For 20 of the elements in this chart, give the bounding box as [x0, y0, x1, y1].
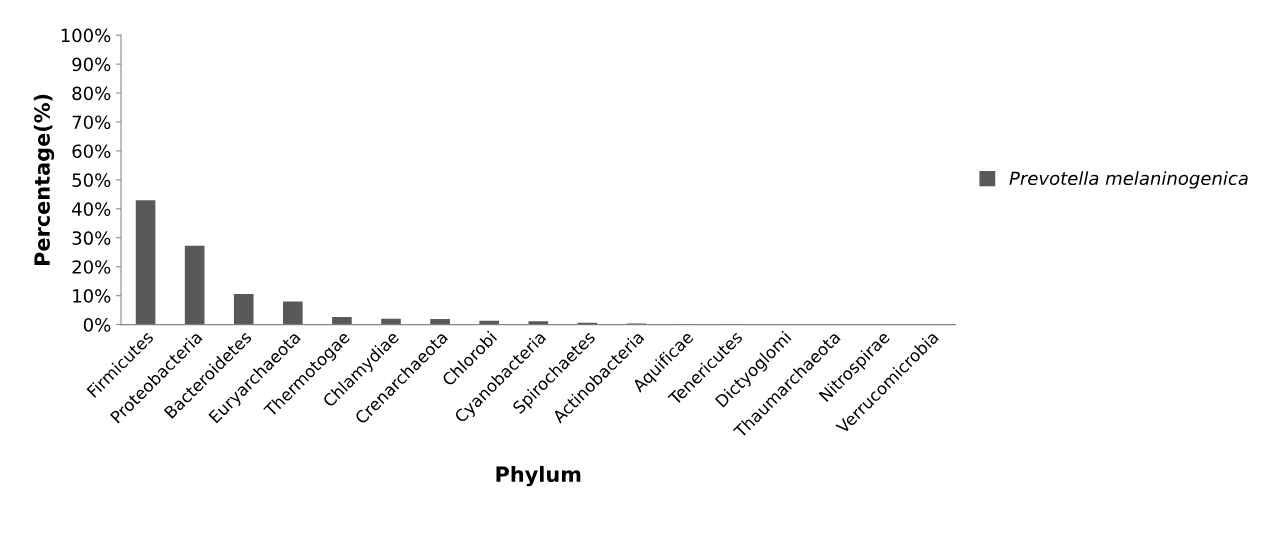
- bar: [135, 200, 156, 325]
- bar: [430, 319, 450, 325]
- y-tick-label: 100%: [61, 28, 111, 43]
- x-axis-title: Phylum: [496, 465, 581, 487]
- y-tick-label: 40%: [72, 202, 111, 216]
- y-axis-title: Percentage(%): [33, 94, 55, 265]
- bar: [184, 245, 205, 325]
- y-tick-label: 20%: [72, 260, 111, 274]
- y-tick-label: 0%: [83, 318, 111, 332]
- bar: [332, 317, 352, 325]
- y-tick-label: 80%: [72, 86, 111, 101]
- bar: [283, 301, 303, 325]
- bar: [233, 293, 254, 325]
- y-tick-label: 90%: [72, 57, 111, 72]
- y-tick-label: 60%: [72, 144, 111, 159]
- legend-label: Prevotella melaninogenica: [1009, 171, 1248, 189]
- y-tick-label: 70%: [72, 115, 111, 130]
- y-tick-label: 50%: [72, 173, 111, 187]
- y-tick-label: 30%: [72, 231, 111, 245]
- y-tick-label: 10%: [73, 289, 111, 303]
